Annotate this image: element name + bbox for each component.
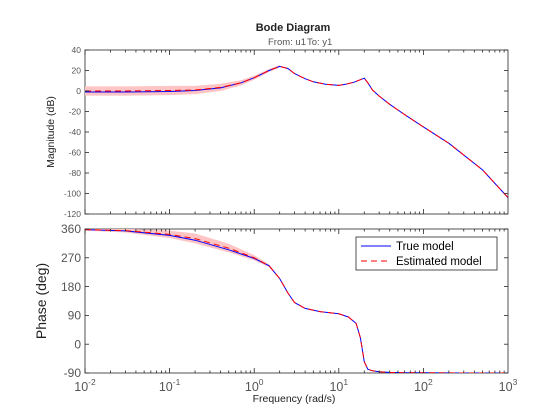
x-tick-label: 103 [499, 377, 518, 394]
magnitude-y-tick-label: 20 [72, 65, 82, 75]
phase-y-tick-label: 270 [61, 251, 81, 265]
phase-y-tick-label: 90 [68, 309, 82, 323]
x-tick-label: 101 [329, 377, 348, 394]
magnitude-y-tick-label: -80 [69, 168, 82, 178]
legend-label-true-model: True model [396, 241, 454, 253]
phase-panel: 360 270 180 90 0 -90 Phase (deg) [33, 222, 509, 380]
phase-y-tick-label: 0 [74, 337, 81, 351]
phase-axes-box [84, 228, 509, 374]
x-tick-label: 10-1 [159, 377, 181, 394]
x-tick-label: 102 [414, 377, 433, 394]
magnitude-y-tick-label: -20 [69, 106, 82, 116]
chart-title: Bode Diagram [256, 22, 331, 34]
magnitude-y-tick-label: -100 [64, 188, 81, 198]
magnitude-confidence-band [85, 64, 280, 96]
magnitude-y-tick-label: 40 [72, 45, 82, 55]
legend: True model Estimated model [355, 236, 498, 271]
x-tick-labels: 10-2 10-1 100 101 102 103 [74, 377, 517, 394]
chart-subtitle-to: To: y1 [307, 37, 332, 48]
x-axis-label: Frequency (rad/s) [253, 393, 336, 405]
phase-y-tick-label: -90 [64, 366, 82, 380]
legend-label-estimated-model: Estimated model [396, 256, 482, 268]
magnitude-series-estimated-model [85, 65, 508, 198]
magnitude-y-tick-label: 0 [76, 86, 81, 96]
magnitude-y-tick-label: -40 [69, 127, 82, 137]
x-tick-label: 100 [245, 377, 264, 394]
chart-subtitle-from: From: u1 [268, 37, 306, 48]
magnitude-panel: 40 20 0 -20 -40 -60 -80 -100 -120 Magnitude (dB) [45, 45, 509, 219]
legend-box [355, 236, 498, 271]
phase-y-axis-label: Phase (deg) [33, 263, 49, 339]
phase-y-tick-label: 360 [61, 222, 81, 236]
magnitude-y-tick-label: -60 [69, 147, 82, 157]
x-tick-label: 10-2 [74, 377, 96, 394]
phase-y-tick-label: 180 [61, 280, 81, 294]
magnitude-y-axis-label: Magnitude (dB) [45, 96, 57, 168]
magnitude-y-tick-label: -120 [64, 209, 81, 219]
